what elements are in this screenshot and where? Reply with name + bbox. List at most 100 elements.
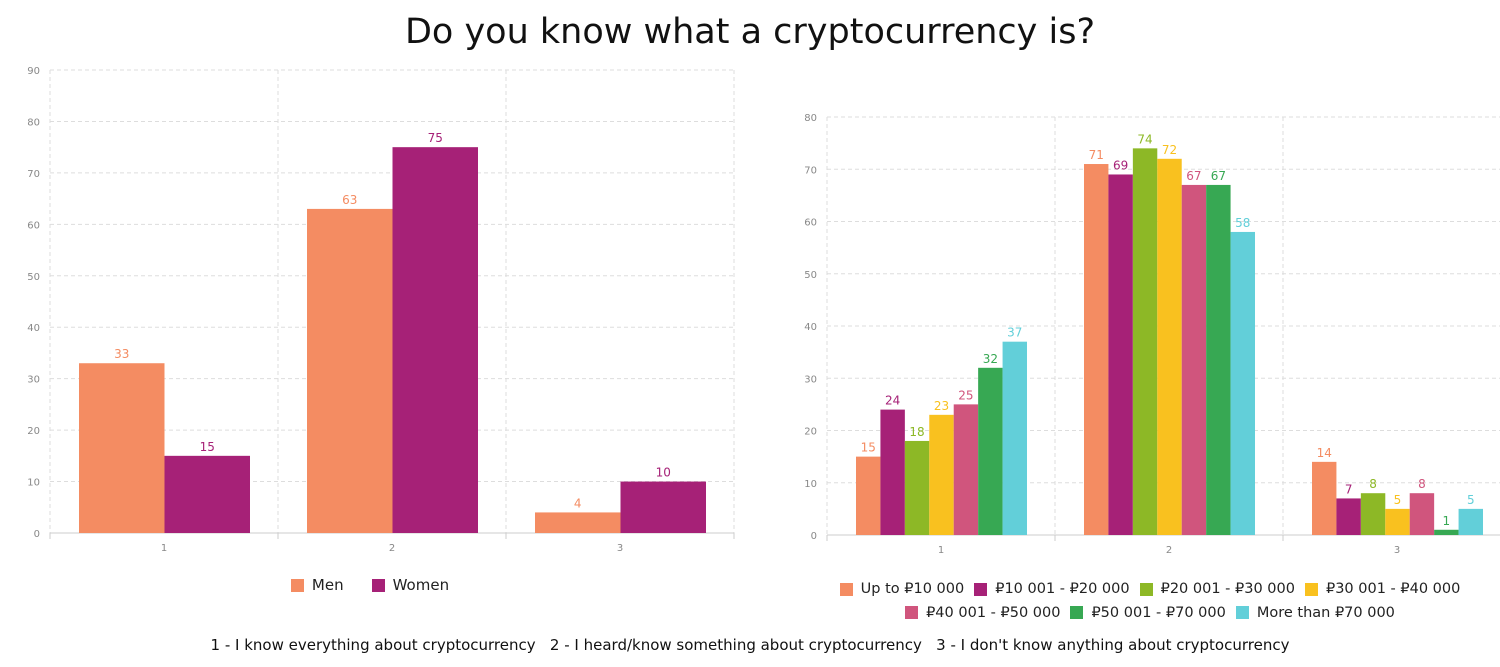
bar	[953, 404, 979, 535]
y-tick-label: 40	[804, 322, 817, 333]
bar	[978, 367, 1003, 535]
y-tick-label: 30	[804, 374, 817, 385]
data-label: 24	[885, 394, 900, 408]
y-tick-label: 90	[27, 66, 40, 77]
legend-label: ₽20 001 - ₽30 000	[1160, 581, 1295, 597]
y-tick-label: 10	[804, 479, 817, 490]
y-tick-label: 50	[27, 272, 40, 283]
y-tick-label: 20	[804, 427, 817, 438]
data-label: 14	[1317, 446, 1332, 460]
legend-swatch	[974, 582, 988, 596]
data-label: 37	[1007, 326, 1022, 340]
bar	[1385, 508, 1410, 535]
data-label: 15	[861, 441, 876, 455]
data-label: 4	[574, 496, 582, 510]
y-tick-label: 50	[804, 270, 817, 281]
x-tick-label: 2	[389, 543, 395, 554]
x-tick-label: 3	[617, 543, 623, 554]
legend-swatch	[1235, 606, 1249, 619]
bar	[856, 456, 881, 535]
legend-item[interactable]: ₽30 001 - ₽40 000	[1304, 578, 1460, 600]
data-label: 69	[1113, 158, 1128, 172]
y-tick-label: 80	[27, 117, 40, 128]
bar	[880, 409, 905, 535]
bar	[307, 208, 393, 533]
legend-item[interactable]: ₽10 001 - ₽20 000	[974, 578, 1130, 600]
bar	[1157, 158, 1182, 536]
bar	[164, 455, 250, 533]
y-tick-label: 60	[27, 220, 40, 231]
data-label: 71	[1089, 148, 1104, 162]
legend-swatch	[905, 606, 919, 619]
y-tick-label: 40	[27, 323, 40, 334]
chart-title: Do you know what a cryptocurrency is?	[404, 12, 1096, 52]
y-tick-label: 10	[27, 478, 40, 489]
legend-swatch	[839, 582, 853, 596]
data-label: 8	[1418, 477, 1426, 491]
data-label: 5	[1394, 493, 1402, 507]
data-label: 5	[1467, 493, 1475, 507]
data-label: 63	[342, 193, 357, 207]
bar	[1409, 493, 1435, 535]
legend-gender: Men Women	[250, 576, 490, 596]
legend-item[interactable]: ₽40 001 - ₽50 000	[905, 602, 1060, 624]
bar	[904, 440, 930, 535]
y-tick-label: 20	[27, 426, 40, 437]
bar	[1002, 341, 1027, 535]
y-tick-label: 70	[27, 169, 40, 180]
legend-swatch	[1070, 606, 1084, 619]
legend-income: Up to ₽10 000 ₽10 001 - ₽20 000 ₽20 001 - …	[820, 578, 1480, 625]
category-footnote: 1 - I know everything about cryptocurren…	[210, 636, 1290, 654]
y-tick-label: 30	[27, 375, 40, 386]
x-tick-label: 2	[1166, 545, 1172, 556]
bar	[1312, 461, 1337, 535]
x-tick-label: 1	[161, 543, 167, 554]
legend-label: Men	[311, 576, 344, 594]
data-label: 67	[1186, 169, 1201, 183]
x-tick-label: 1	[938, 545, 944, 556]
y-tick-label: 80	[804, 113, 817, 124]
bar	[1206, 184, 1231, 536]
legend-swatch	[1139, 582, 1153, 596]
bar	[1434, 529, 1459, 535]
legend-label: ₽40 001 - ₽50 000	[926, 604, 1061, 621]
data-label: 10	[656, 466, 671, 480]
legend-item[interactable]: Men	[290, 576, 344, 594]
data-label: 58	[1235, 216, 1250, 230]
data-label: 32	[983, 352, 998, 366]
y-tick-label: 0	[811, 531, 817, 542]
bar	[79, 363, 165, 533]
bar	[535, 512, 621, 533]
bar	[929, 414, 954, 535]
legend-label: More than ₽70 000	[1256, 604, 1395, 621]
legend-label: ₽10 001 - ₽20 000	[995, 581, 1130, 597]
y-tick-label: 0	[34, 529, 40, 540]
bar	[1360, 493, 1386, 535]
data-label: 8	[1369, 477, 1377, 491]
data-label: 75	[428, 131, 443, 145]
legend-item[interactable]: More than ₽70 000	[1235, 602, 1395, 624]
legend-item[interactable]: ₽50 001 - ₽70 000	[1070, 602, 1226, 624]
data-label: 7	[1345, 482, 1353, 496]
bar	[392, 147, 478, 533]
bar	[1132, 148, 1158, 535]
data-label: 23	[934, 399, 949, 413]
legend-item[interactable]: ₽20 001 - ₽30 000	[1139, 578, 1295, 600]
data-label: 25	[958, 388, 973, 402]
legend-item[interactable]: Women	[371, 576, 450, 594]
bar	[1108, 174, 1133, 535]
bar	[620, 481, 706, 533]
data-label: 18	[909, 425, 924, 439]
legend-item[interactable]: Up to ₽10 000	[839, 578, 964, 600]
legend-swatch	[290, 578, 304, 592]
legend-label: Women	[392, 576, 450, 594]
y-tick-label: 60	[804, 218, 817, 229]
legend-label: ₽50 001 - ₽70 000	[1091, 604, 1226, 621]
legend-swatch	[1304, 582, 1318, 596]
bar	[1181, 184, 1207, 536]
legend-swatch	[371, 578, 385, 592]
data-label: 1	[1443, 514, 1451, 528]
bar	[1230, 231, 1255, 535]
bar	[1336, 498, 1361, 535]
x-tick-label: 3	[1394, 545, 1400, 556]
